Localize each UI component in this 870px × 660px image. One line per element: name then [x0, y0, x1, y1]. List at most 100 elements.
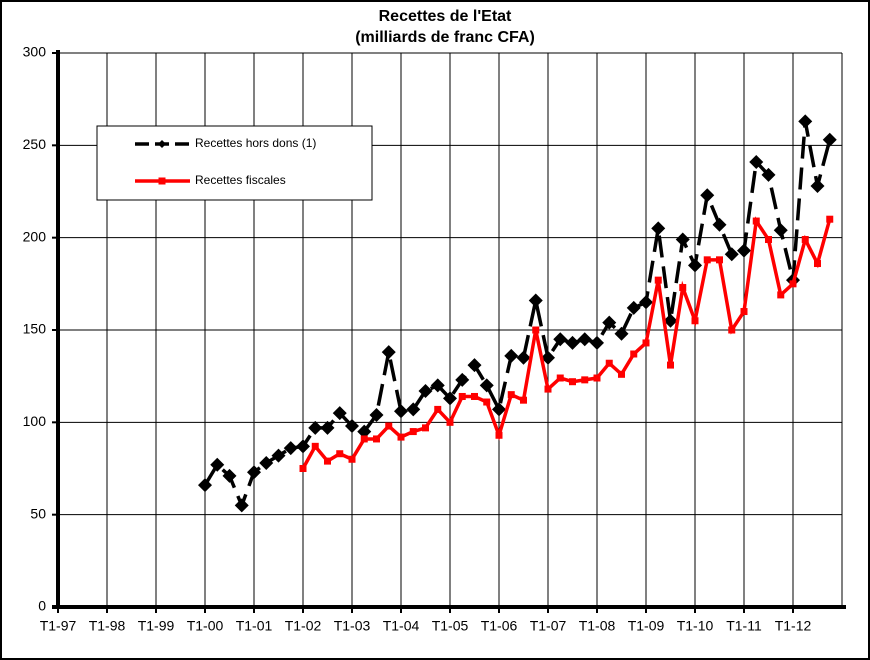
x-tick-label: T1-00 [187, 618, 224, 634]
marker [593, 374, 601, 382]
marker [443, 391, 457, 406]
marker [651, 221, 666, 236]
marker [602, 315, 617, 330]
marker [577, 332, 592, 347]
y-tick-label: 300 [23, 44, 47, 60]
y-tick-label: 100 [23, 413, 47, 429]
x-tick-label: T1-07 [530, 618, 567, 634]
marker [749, 154, 764, 169]
marker [822, 132, 837, 147]
marker [348, 455, 356, 463]
marker [581, 376, 589, 384]
marker [422, 424, 429, 432]
legend-box [96, 125, 373, 201]
marker [642, 339, 650, 347]
marker [520, 396, 527, 404]
marker [618, 370, 625, 378]
x-tick-label: T1-98 [89, 618, 126, 634]
y-tick-label: 200 [23, 228, 47, 244]
marker [381, 345, 396, 360]
marker [430, 378, 445, 393]
marker [324, 457, 331, 465]
legend-label: Recettes hors dons (1) [195, 136, 316, 150]
marker [663, 313, 678, 328]
x-tick-label: T1-08 [579, 618, 616, 634]
marker [703, 256, 711, 264]
marker [495, 431, 503, 439]
marker [590, 335, 604, 350]
y-tick-label: 250 [23, 136, 47, 152]
chart-title: Recettes de l'Etat [379, 8, 512, 25]
marker [565, 335, 580, 350]
marker [210, 457, 225, 472]
marker [630, 350, 638, 358]
marker [532, 326, 540, 334]
marker [360, 435, 368, 443]
marker [283, 441, 298, 456]
marker [198, 478, 212, 493]
marker [446, 418, 454, 426]
marker [467, 358, 482, 373]
y-tick-label: 150 [23, 321, 47, 337]
marker [773, 223, 788, 238]
legend-marker [158, 177, 166, 185]
marker [789, 280, 797, 288]
marker [455, 372, 470, 387]
x-tick-label: T1-10 [677, 618, 714, 634]
x-tick-label: T1-01 [236, 618, 273, 634]
marker [541, 350, 555, 365]
marker [492, 402, 506, 417]
marker [409, 428, 417, 436]
legend-marker [158, 140, 166, 148]
chart-subtitle: (milliards de franc CFA) [355, 29, 535, 46]
marker [234, 498, 249, 513]
marker [737, 243, 751, 258]
x-tick-label: T1-97 [40, 618, 77, 634]
marker [259, 455, 274, 470]
marker [626, 300, 641, 315]
marker [296, 439, 310, 454]
x-tick-label: T1-12 [775, 618, 812, 634]
marker [320, 420, 335, 435]
legend-label: Recettes fiscales [195, 173, 286, 187]
marker [553, 332, 568, 347]
marker [675, 232, 690, 247]
marker [614, 326, 629, 341]
marker [688, 258, 702, 273]
marker [801, 236, 809, 244]
marker [712, 217, 727, 232]
x-tick-label: T1-06 [481, 618, 518, 634]
marker [357, 424, 372, 439]
x-tick-label: T1-02 [285, 618, 322, 634]
marker [516, 350, 531, 365]
marker [544, 385, 552, 393]
marker [691, 317, 699, 325]
marker [397, 433, 405, 441]
y-tick-label: 50 [30, 505, 46, 521]
x-tick-label: T1-05 [432, 618, 469, 634]
marker [556, 374, 564, 382]
marker [369, 407, 384, 422]
marker [247, 465, 261, 480]
marker [385, 422, 393, 430]
marker [679, 284, 687, 292]
marker [458, 392, 466, 400]
x-tick-label: T1-09 [628, 618, 665, 634]
marker [605, 359, 613, 367]
series-line [203, 121, 832, 511]
y-tick-label: 0 [38, 598, 46, 614]
marker [761, 167, 776, 182]
marker [724, 247, 739, 262]
marker [810, 178, 825, 193]
x-tick-label: T1-11 [726, 618, 762, 634]
marker [814, 260, 821, 268]
marker [311, 442, 319, 450]
marker [483, 398, 491, 406]
marker [406, 402, 421, 417]
marker [332, 406, 347, 421]
marker [765, 236, 772, 244]
marker [434, 405, 442, 413]
marker [569, 378, 576, 386]
marker [667, 361, 674, 369]
